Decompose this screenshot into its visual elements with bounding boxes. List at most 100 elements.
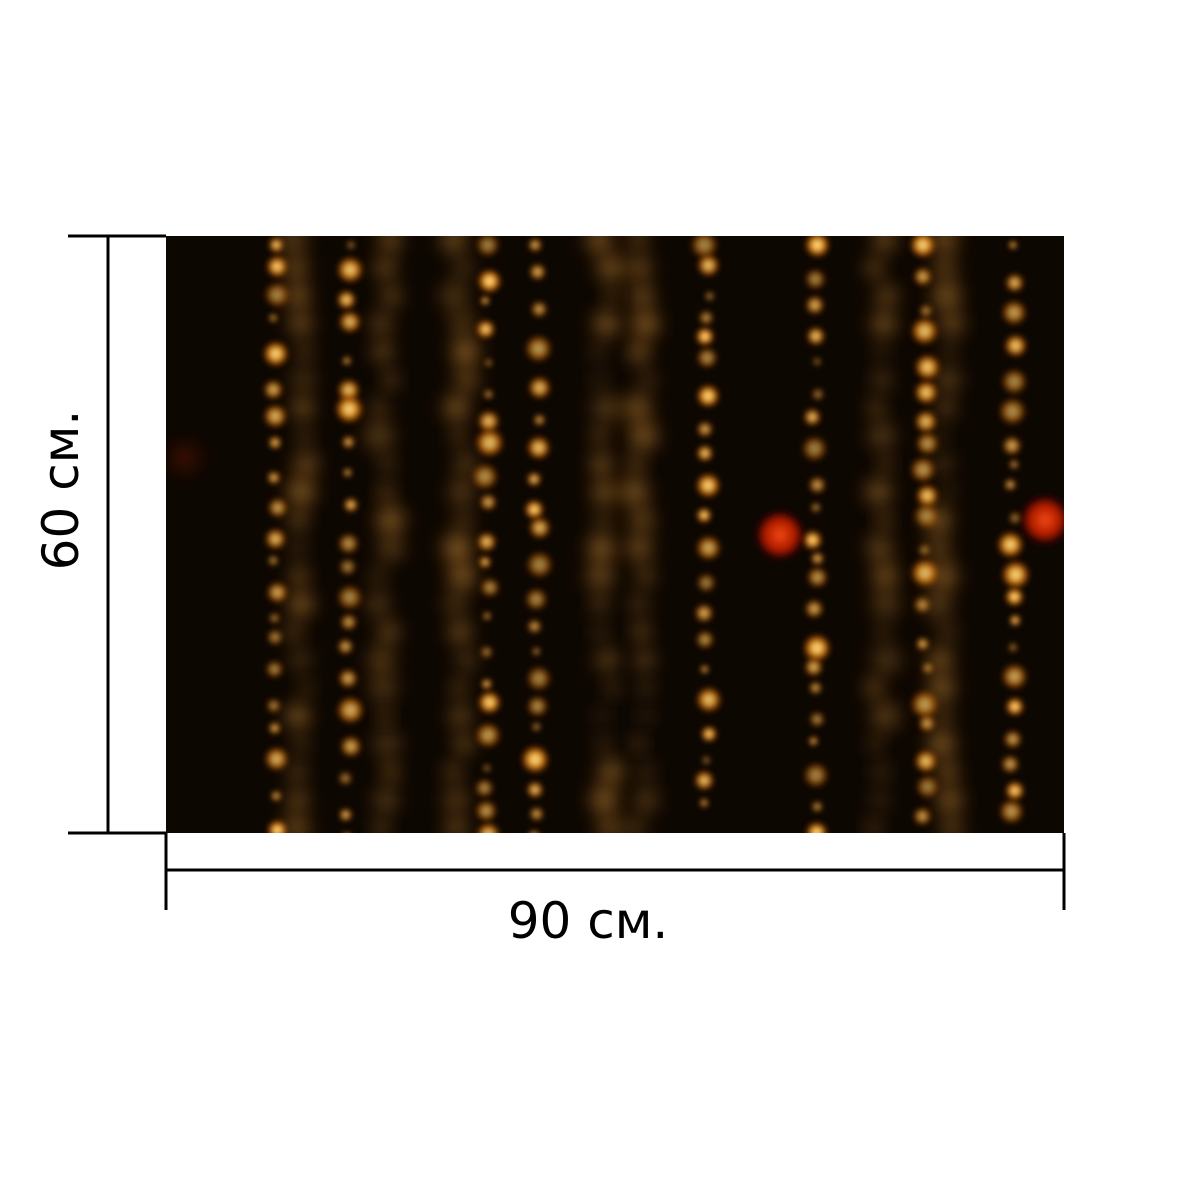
bokeh-dot bbox=[696, 445, 713, 462]
bokeh-dot bbox=[376, 482, 396, 502]
bokeh-dot bbox=[802, 530, 823, 550]
bokeh-dot bbox=[696, 573, 716, 593]
bokeh-dot bbox=[628, 307, 662, 341]
bokeh-dot bbox=[696, 687, 722, 713]
bokeh-dot bbox=[695, 630, 714, 649]
bokeh-dot bbox=[482, 764, 491, 773]
bokeh-dot bbox=[282, 280, 314, 312]
bokeh-dot bbox=[1001, 369, 1027, 395]
bokeh-dot bbox=[871, 762, 891, 782]
bokeh-dot bbox=[910, 457, 936, 483]
bokeh-dot bbox=[591, 308, 622, 340]
bokeh-dot bbox=[337, 256, 364, 283]
bokeh-dot bbox=[910, 236, 936, 258]
bokeh-dot bbox=[295, 426, 314, 446]
bokeh-dot bbox=[366, 671, 401, 705]
bokeh-dot bbox=[268, 555, 279, 566]
bokeh-dot bbox=[622, 531, 656, 565]
bokeh-dot bbox=[803, 634, 831, 662]
bokeh-dot bbox=[476, 320, 495, 339]
bokeh-dot bbox=[872, 282, 900, 310]
bokeh-dot bbox=[450, 255, 476, 281]
bokeh-dot bbox=[627, 592, 652, 616]
bokeh-dot bbox=[483, 389, 494, 400]
bokeh-dot bbox=[593, 646, 621, 674]
bokeh-dot bbox=[863, 256, 887, 280]
bokeh-dot bbox=[811, 801, 823, 812]
bokeh-dot bbox=[804, 658, 823, 677]
bokeh-dot bbox=[804, 599, 824, 618]
bokeh-dot bbox=[866, 397, 887, 419]
bokeh-dot bbox=[869, 789, 891, 811]
bokeh-dot bbox=[875, 510, 894, 530]
bokeh-dot bbox=[339, 311, 361, 333]
bokeh-dot bbox=[480, 578, 500, 597]
bokeh-dot bbox=[1005, 697, 1024, 716]
bokeh-dot bbox=[453, 647, 480, 673]
bokeh-dot bbox=[924, 727, 959, 761]
bokeh-dot bbox=[933, 783, 966, 817]
bokeh-dot bbox=[626, 504, 658, 536]
bokeh-dot bbox=[914, 380, 938, 404]
bokeh-dot bbox=[594, 735, 613, 753]
bokeh-dot bbox=[603, 679, 621, 697]
bokeh-dot bbox=[477, 532, 497, 552]
bokeh-dot bbox=[446, 476, 478, 508]
bokeh-dot bbox=[630, 621, 652, 643]
bokeh-dot bbox=[594, 707, 611, 725]
bokeh-dot bbox=[694, 604, 714, 623]
bokeh-dot bbox=[528, 830, 540, 833]
bokeh-dot bbox=[918, 715, 936, 732]
bokeh-dot bbox=[807, 567, 828, 588]
bokeh-dot bbox=[343, 468, 352, 477]
bokeh-dot bbox=[297, 679, 315, 697]
bokeh-dot bbox=[913, 807, 932, 826]
bokeh-dot bbox=[337, 379, 360, 402]
bokeh-dot bbox=[811, 388, 824, 401]
bokeh-dot bbox=[477, 269, 502, 293]
bokeh-dot bbox=[343, 497, 358, 513]
bokeh-dot bbox=[450, 507, 476, 533]
bokeh-dot bbox=[867, 735, 885, 753]
bokeh-dot bbox=[451, 732, 476, 756]
bokeh-dot bbox=[337, 584, 363, 610]
bokeh-dot bbox=[371, 817, 392, 833]
bokeh-dot bbox=[337, 638, 354, 655]
bokeh-dot bbox=[928, 236, 961, 257]
bokeh-dot bbox=[285, 588, 317, 620]
bokeh-dot bbox=[337, 290, 356, 310]
bokeh-dot bbox=[266, 255, 288, 278]
bokeh-dot bbox=[280, 252, 312, 284]
bokeh-dot bbox=[1002, 436, 1022, 455]
bokeh-dot bbox=[589, 477, 619, 507]
bokeh-dot bbox=[805, 236, 830, 258]
bokeh-dot bbox=[440, 784, 472, 816]
bokeh-dot bbox=[696, 507, 712, 523]
bokeh-dot bbox=[376, 707, 393, 725]
bokeh-dot bbox=[529, 806, 544, 822]
bokeh-dot bbox=[867, 698, 903, 734]
bokeh-dot bbox=[267, 471, 281, 485]
bokeh-dot bbox=[263, 341, 289, 367]
bokeh-dot bbox=[1005, 273, 1024, 293]
bokeh-dot bbox=[265, 660, 283, 678]
bokeh-dot bbox=[441, 589, 471, 619]
bokeh-dot bbox=[265, 528, 286, 550]
bokeh-dot bbox=[913, 267, 932, 286]
bokeh-dot bbox=[603, 287, 620, 305]
bokeh-dot bbox=[631, 785, 662, 815]
bokeh-dot bbox=[364, 643, 399, 677]
bokeh-dot bbox=[472, 463, 498, 490]
bokeh-dot bbox=[264, 282, 290, 308]
bokeh-dot bbox=[910, 690, 939, 719]
bokeh-dot bbox=[379, 284, 404, 308]
bokeh-dot bbox=[479, 493, 497, 511]
bokeh-dot bbox=[922, 662, 934, 674]
bokeh-dot bbox=[342, 356, 352, 366]
bokeh-dot bbox=[533, 414, 546, 426]
bokeh-dot bbox=[700, 665, 709, 674]
bokeh-dot bbox=[910, 559, 939, 587]
bokeh-dot bbox=[524, 500, 544, 520]
bokeh-dot bbox=[264, 747, 289, 771]
